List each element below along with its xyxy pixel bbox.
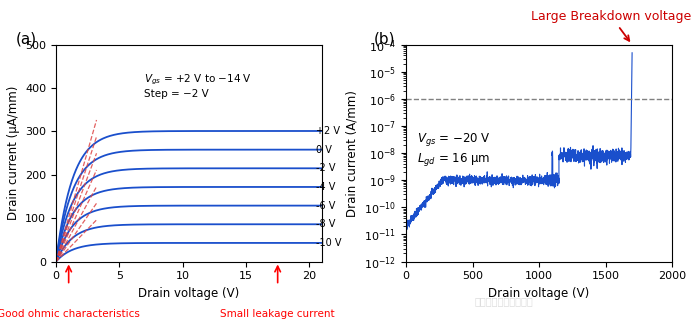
Text: Good ohmic characteristics: Good ohmic characteristics (0, 309, 140, 319)
Text: -8 V: -8 V (316, 219, 335, 229)
Y-axis label: Drain current (A/mm): Drain current (A/mm) (346, 90, 358, 217)
Text: -10 V: -10 V (316, 238, 341, 248)
X-axis label: Drain voltage (V): Drain voltage (V) (489, 287, 589, 300)
Text: (a): (a) (16, 32, 37, 47)
Text: -6 V: -6 V (316, 201, 335, 211)
Text: 公众号半导体行业观察: 公众号半导体行业观察 (475, 296, 533, 306)
Text: -4 V: -4 V (316, 182, 335, 192)
Y-axis label: Drain current (μA/mm): Drain current (μA/mm) (6, 86, 20, 220)
Text: -2 V: -2 V (316, 163, 335, 173)
Text: Small leakage current: Small leakage current (220, 309, 335, 319)
Text: $V_{gs}$ = −20 V
$L_{gd}$ = 16 μm: $V_{gs}$ = −20 V $L_{gd}$ = 16 μm (416, 131, 490, 167)
X-axis label: Drain voltage (V): Drain voltage (V) (139, 287, 239, 300)
Text: Large Breakdown voltage: Large Breakdown voltage (531, 10, 692, 41)
Text: 0 V: 0 V (316, 145, 332, 155)
Text: $V_{gs}$ = +2 V to −14 V
Step = −2 V: $V_{gs}$ = +2 V to −14 V Step = −2 V (144, 73, 252, 99)
Text: (b): (b) (374, 32, 395, 47)
Text: +2 V: +2 V (316, 126, 340, 136)
